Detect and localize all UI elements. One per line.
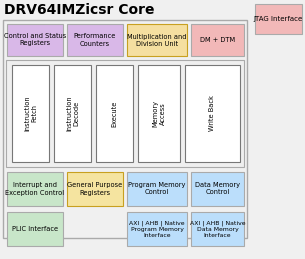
Text: Multiplication and
Division Unit: Multiplication and Division Unit bbox=[127, 33, 187, 47]
Text: Execute: Execute bbox=[112, 100, 117, 127]
Text: Program Memory
Control: Program Memory Control bbox=[128, 183, 186, 196]
Text: AXI | AHB | Native
Data Memory
Interface: AXI | AHB | Native Data Memory Interface bbox=[190, 220, 245, 238]
Bar bbox=[7, 172, 63, 206]
Text: PLIC Interface: PLIC Interface bbox=[12, 226, 58, 232]
Bar bbox=[191, 24, 244, 56]
Bar bbox=[12, 65, 49, 162]
Bar bbox=[138, 65, 180, 162]
Text: AXI | AHB | Native
Program Memory
Interface: AXI | AHB | Native Program Memory Interf… bbox=[129, 220, 185, 238]
Bar bbox=[6, 60, 244, 167]
Text: Interrupt and
Exception Control: Interrupt and Exception Control bbox=[5, 183, 65, 196]
Bar bbox=[191, 172, 244, 206]
Text: Control and Status
Registers: Control and Status Registers bbox=[4, 33, 66, 47]
Text: DM + DTM: DM + DTM bbox=[200, 37, 235, 43]
Text: Instruction
Decode: Instruction Decode bbox=[66, 96, 79, 131]
Bar bbox=[255, 4, 302, 34]
Text: Write Back: Write Back bbox=[210, 96, 216, 131]
Bar bbox=[3, 20, 247, 238]
Text: JTAG Interface: JTAG Interface bbox=[254, 16, 303, 22]
Text: Performance
Counters: Performance Counters bbox=[74, 33, 116, 47]
Text: Instruction
Fetch: Instruction Fetch bbox=[24, 96, 37, 131]
Bar bbox=[54, 65, 91, 162]
Bar bbox=[67, 172, 123, 206]
Bar bbox=[67, 24, 123, 56]
Bar bbox=[7, 24, 63, 56]
Text: General Purpose
Registers: General Purpose Registers bbox=[67, 183, 123, 196]
Text: Data Memory
Control: Data Memory Control bbox=[195, 183, 240, 196]
Bar bbox=[127, 172, 187, 206]
Bar bbox=[7, 212, 63, 246]
Text: Memory
Access: Memory Access bbox=[152, 100, 166, 127]
Bar bbox=[185, 65, 240, 162]
Bar bbox=[127, 24, 187, 56]
Text: DRV64IMZicsr Core: DRV64IMZicsr Core bbox=[4, 3, 155, 17]
Bar bbox=[127, 212, 187, 246]
Bar bbox=[96, 65, 133, 162]
Bar bbox=[191, 212, 244, 246]
